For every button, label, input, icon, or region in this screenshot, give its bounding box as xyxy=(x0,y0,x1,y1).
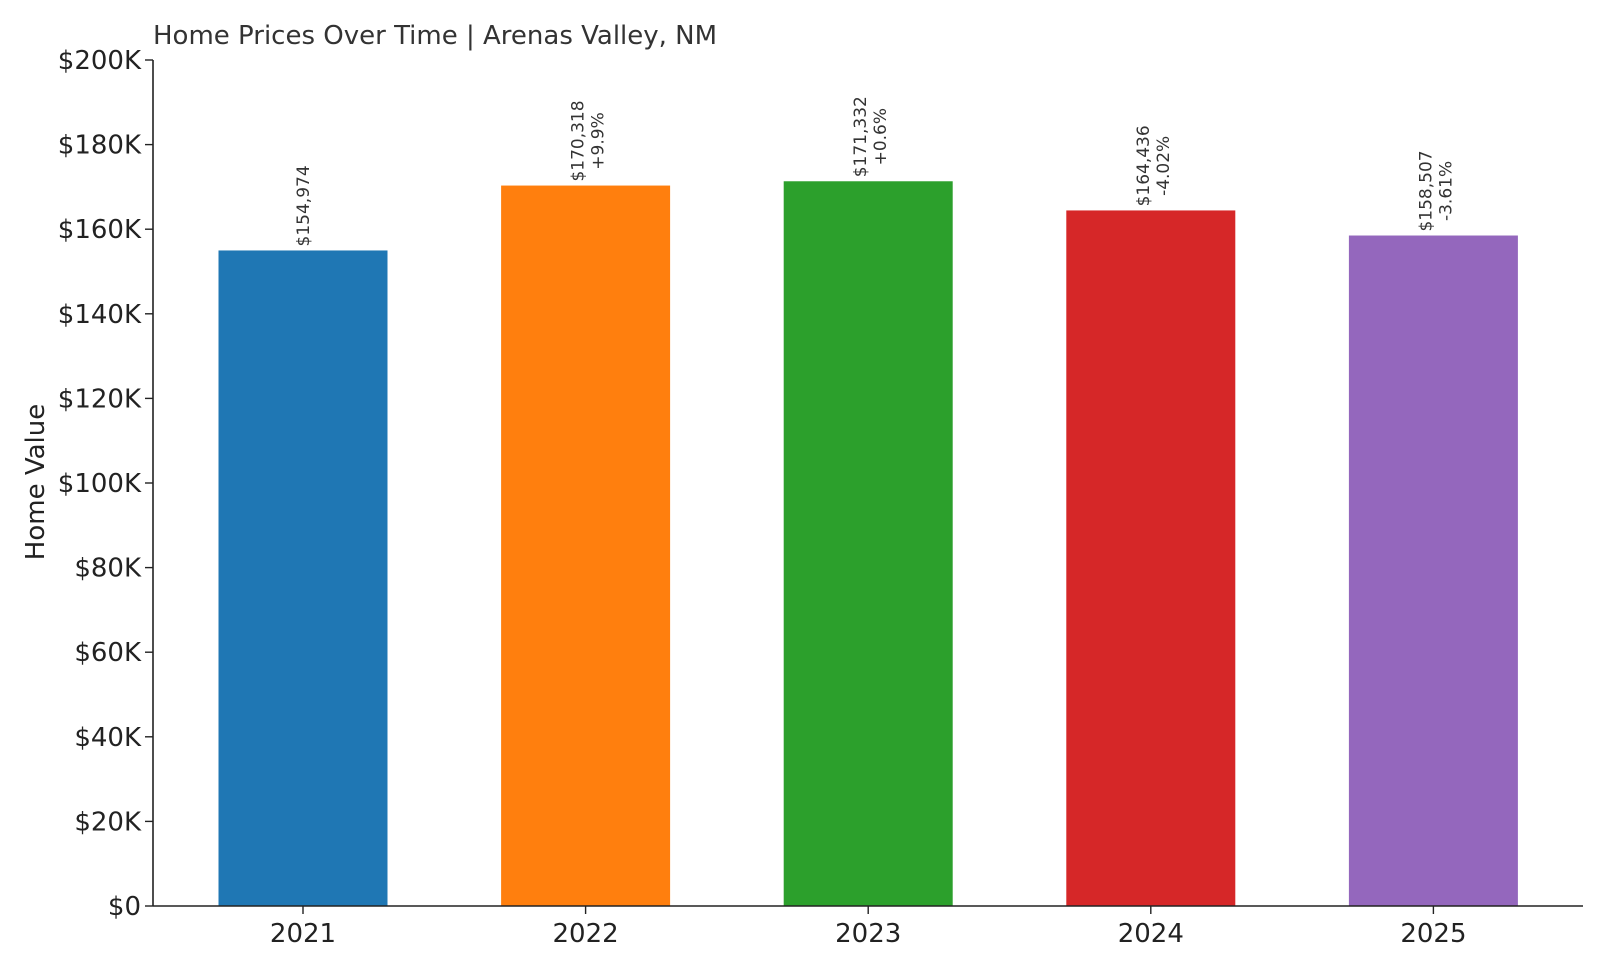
data-labels-group: $154,974 $170,318 +9.9% $171,332 +0.6% $164,4… xyxy=(294,96,1456,246)
value-label-2022: $170,318 xyxy=(569,100,589,181)
y-tick-label: $0 xyxy=(108,892,141,922)
y-tick-label: $180K xyxy=(58,131,142,161)
bar-2023 xyxy=(783,181,953,907)
x-tick-label-2024: 2024 xyxy=(1118,919,1184,949)
y-tick-label: $140K xyxy=(58,300,142,330)
x-axis-ticks: 2021 2022 2023 2024 2025 xyxy=(270,906,1466,949)
bar-2024 xyxy=(1066,210,1236,906)
value-label-2025: $158,507 xyxy=(1416,150,1436,231)
change-label-2023: +0.6% xyxy=(871,108,891,165)
bars-group xyxy=(218,181,1518,907)
change-label-2022: +9.9% xyxy=(589,112,609,169)
y-tick-label: $100K xyxy=(58,469,142,499)
y-tick-label: $120K xyxy=(58,384,142,414)
chart-title: Home Prices Over Time | Arenas Valley, N… xyxy=(153,21,717,51)
bar-2022 xyxy=(501,185,671,906)
bar-2025 xyxy=(1348,235,1518,907)
y-tick-label: $80K xyxy=(74,554,142,584)
y-tick-label: $20K xyxy=(74,807,142,837)
y-axis-label: Home Value xyxy=(21,404,51,560)
y-tick-label: $60K xyxy=(74,638,142,668)
y-axis-ticks: $0 $20K $40K $60K $80K $100K $120K $140K $160K $1… xyxy=(58,46,153,922)
x-tick-label-2021: 2021 xyxy=(270,919,336,949)
x-tick-label-2023: 2023 xyxy=(835,919,901,949)
value-label-2024: $164,436 xyxy=(1134,125,1154,206)
y-tick-label: $40K xyxy=(74,723,142,753)
bar-2021 xyxy=(218,250,388,907)
y-tick-label: $160K xyxy=(58,215,142,245)
value-label-2021: $154,974 xyxy=(294,165,314,246)
change-label-2025: -3.61% xyxy=(1436,161,1456,221)
x-tick-label-2022: 2022 xyxy=(553,919,619,949)
x-tick-label-2025: 2025 xyxy=(1400,919,1466,949)
value-label-2023: $171,332 xyxy=(851,96,871,177)
change-label-2024: -4.02% xyxy=(1154,136,1174,196)
y-tick-label: $200K xyxy=(58,46,142,76)
